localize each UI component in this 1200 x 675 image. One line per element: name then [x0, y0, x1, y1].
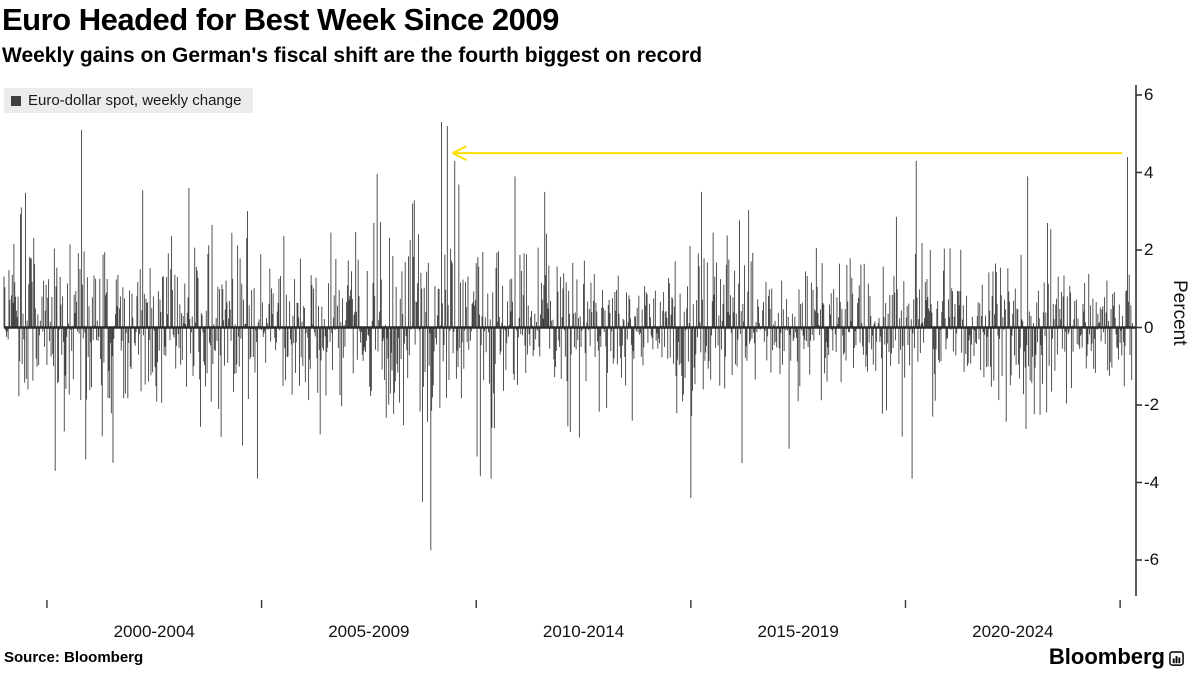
- y-tick-label: -4: [1144, 472, 1160, 492]
- bloomberg-chart-icon: [1169, 651, 1184, 666]
- x-tick-label: 2005-2009: [328, 622, 410, 641]
- y-tick-label: -6: [1144, 550, 1160, 569]
- x-tick-label: 2000-2004: [113, 622, 195, 641]
- page-subtitle: Weekly gains on German's fiscal shift ar…: [2, 44, 703, 67]
- x-tick-label: 2020-2024: [972, 622, 1054, 641]
- legend-swatch-icon: [11, 95, 21, 106]
- y-tick-label: 6: [1144, 85, 1154, 104]
- y-tick-label: 2: [1144, 240, 1154, 259]
- page-title: Euro Headed for Best Week Since 2009: [2, 2, 559, 37]
- legend-label: Euro-dollar spot, weekly change: [28, 92, 242, 109]
- y-tick-label: 4: [1144, 162, 1154, 182]
- bloomberg-logo: Bloomberg: [1049, 644, 1184, 670]
- x-tick-label: 2015-2019: [757, 622, 839, 641]
- y-axis-title: Percent: [1169, 280, 1190, 346]
- bloomberg-wordmark: Bloomberg: [1048, 644, 1165, 669]
- source-credit: Source: Bloomberg: [4, 649, 144, 666]
- chart-legend: Euro-dollar spot, weekly change: [4, 88, 254, 113]
- y-tick-label: -2: [1144, 395, 1160, 414]
- x-tick-label: 2010-2014: [542, 622, 625, 641]
- y-tick-label: 0: [1144, 317, 1154, 337]
